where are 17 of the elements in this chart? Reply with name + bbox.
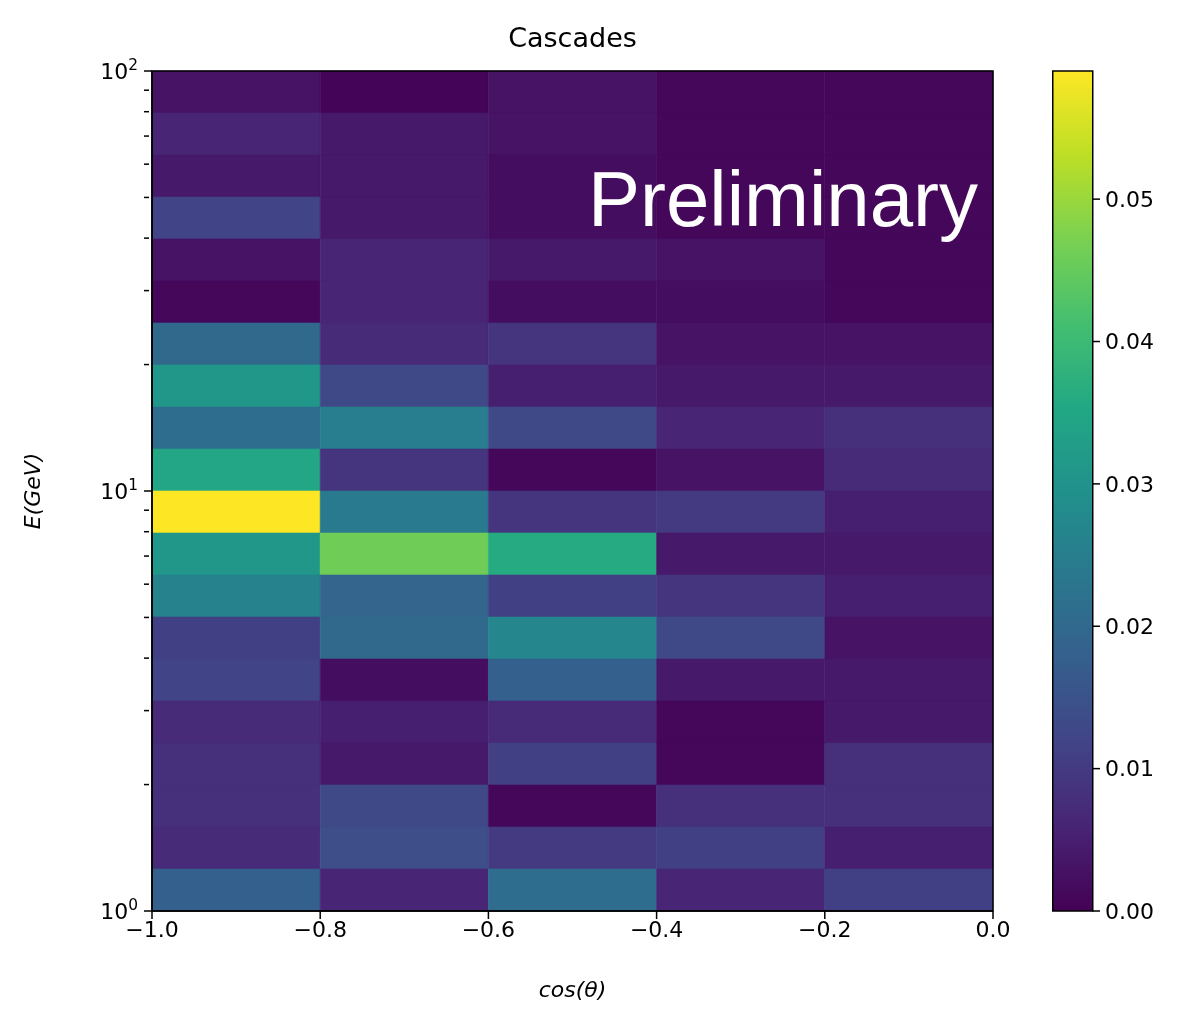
color-bar-label: 0.03 — [1105, 471, 1154, 497]
x-tick-label: −0.6 — [461, 916, 516, 942]
x-tick-label: −0.8 — [293, 916, 347, 942]
x-tick-label: −0.2 — [798, 916, 852, 942]
y-tick-label: 10$^{1}$ — [100, 475, 138, 504]
y-tick-label: 10$^{2}$ — [100, 55, 138, 84]
color-bar-label: 0.04 — [1105, 329, 1154, 355]
x-tick-label: 0.0 — [975, 916, 1011, 942]
color-bar-label: 0.00 — [1105, 898, 1154, 924]
annotation: Preliminary — [587, 155, 978, 243]
color-bar-label: 0.05 — [1105, 186, 1154, 212]
x-axis-title: cos(θ) — [537, 977, 608, 1002]
y-axis-title: E(GeV) — [19, 452, 45, 530]
color-bar-label: 0.01 — [1105, 756, 1154, 782]
x-tick-label: −0.4 — [629, 916, 684, 942]
chart-title: Cascades — [507, 22, 638, 53]
color-bar-label: 0.02 — [1105, 613, 1154, 639]
